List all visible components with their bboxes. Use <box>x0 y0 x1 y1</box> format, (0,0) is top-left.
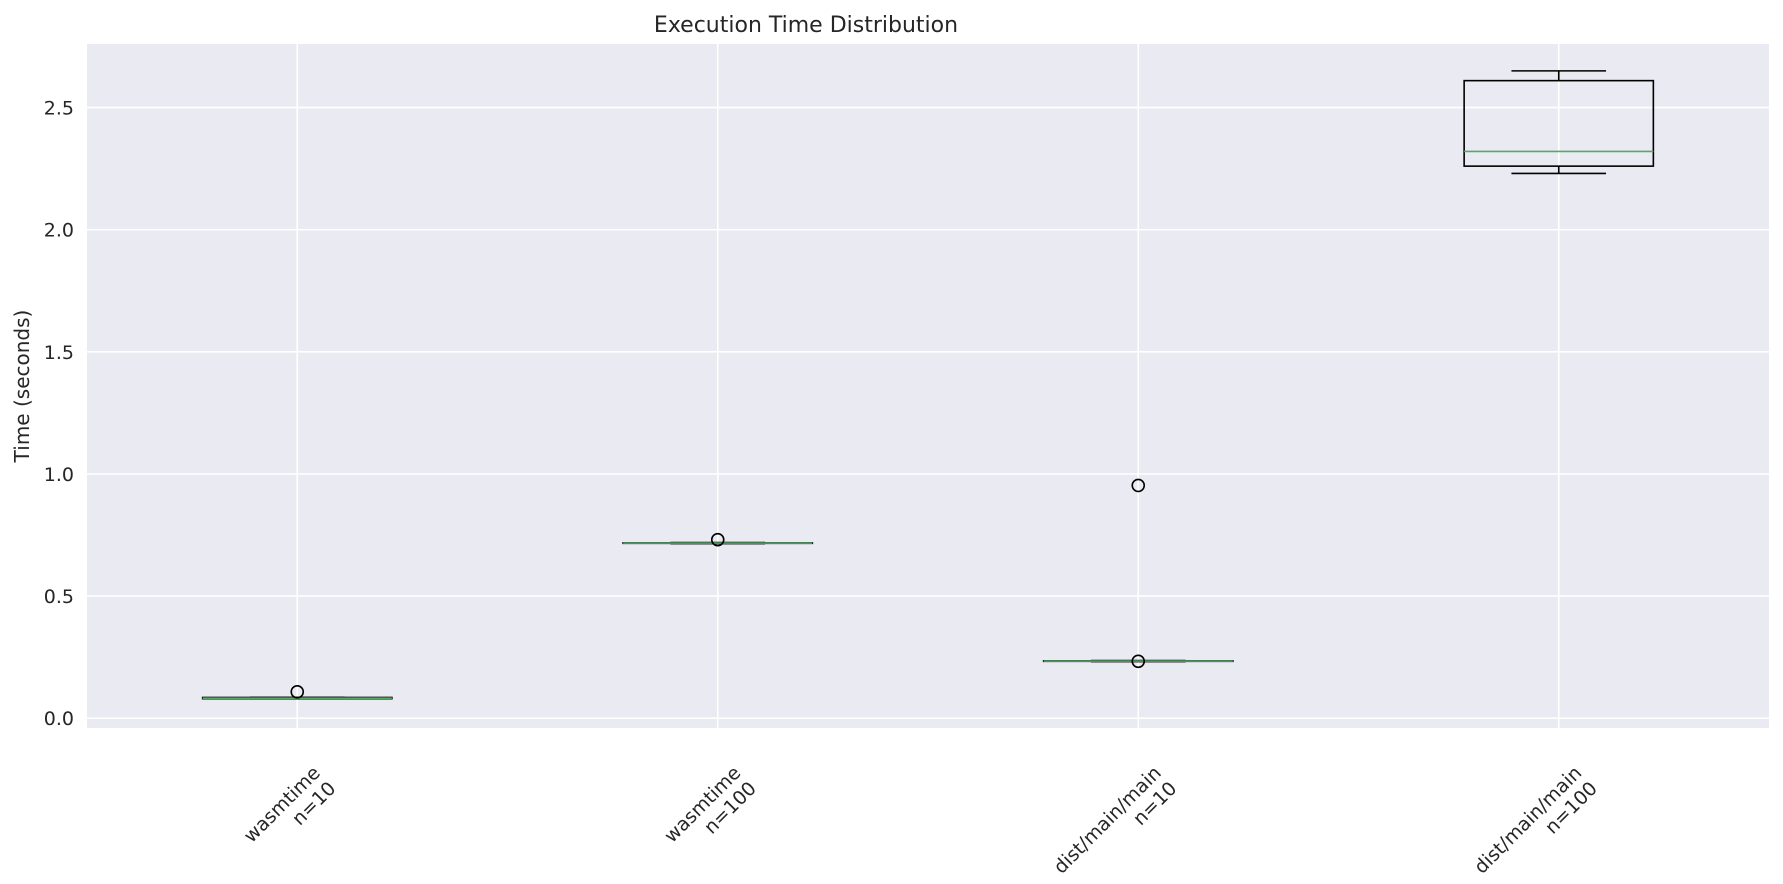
y-tick-label: 0.0 <box>44 708 74 730</box>
y-axis-ticks: 0.0 0.5 1.0 1.5 2.0 2.5 <box>44 98 74 731</box>
outlier-point <box>1131 654 1146 669</box>
outlier-point <box>1131 478 1146 493</box>
x-tick-label: dist/main/mainn=10 <box>1050 762 1182 884</box>
chart-title: Execution Time Distribution <box>654 13 958 38</box>
box-0 <box>201 685 393 700</box>
x-tick-label: dist/main/mainn=100 <box>1470 762 1602 884</box>
y-tick-label: 2.0 <box>44 220 74 242</box>
iqr-box <box>1463 79 1655 167</box>
plot-area <box>87 44 1769 728</box>
x-tick-label: wasmtimen=100 <box>660 762 761 863</box>
y-tick-label: 1.5 <box>44 342 74 364</box>
outlier-point <box>290 685 305 699</box>
outlier-point <box>710 532 725 547</box>
y-tick-label: 2.5 <box>44 98 74 120</box>
box-3 <box>1463 70 1655 175</box>
y-tick-label: 1.0 <box>44 464 74 486</box>
boxes <box>201 70 1655 700</box>
y-axis-label: Time (seconds) <box>10 310 34 464</box>
x-axis-ticks: wasmtimen=10 wasmtimen=100 dist/main/mainn… <box>240 762 1602 884</box>
grid-lines <box>87 44 1769 728</box>
x-tick-label: wasmtimen=10 <box>240 762 341 863</box>
box-1 <box>622 532 814 547</box>
box-2 <box>1042 478 1234 669</box>
y-tick-label: 0.5 <box>44 586 74 608</box>
